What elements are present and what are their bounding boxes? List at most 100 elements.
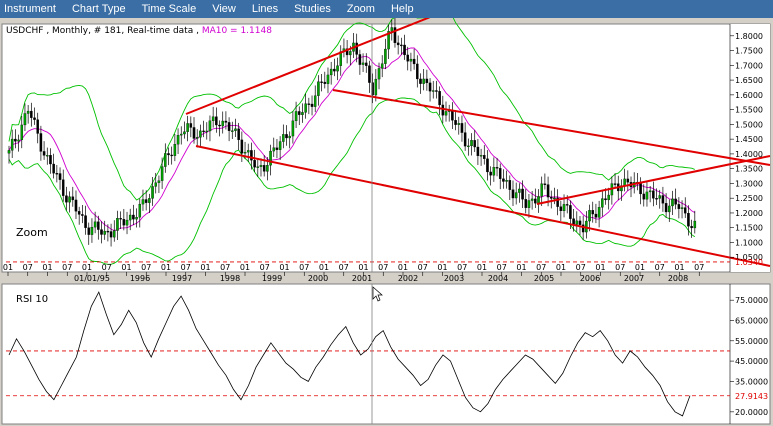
candle-body bbox=[495, 167, 499, 169]
candle-body bbox=[428, 82, 432, 92]
x-year-label: 2005 bbox=[534, 274, 554, 283]
candle-body bbox=[668, 205, 671, 213]
x-tick-label: 07 bbox=[220, 263, 230, 272]
candle-body bbox=[221, 120, 224, 127]
zoom-label[interactable]: Zoom bbox=[16, 226, 48, 239]
candle-body bbox=[291, 120, 295, 137]
candle-body bbox=[543, 183, 547, 185]
candle-body bbox=[42, 151, 46, 156]
candle-body bbox=[412, 58, 416, 65]
candle-body bbox=[441, 104, 445, 116]
menu-lines[interactable]: Lines bbox=[251, 3, 279, 15]
price-panel[interactable] bbox=[1, 23, 771, 273]
candle-body bbox=[55, 173, 59, 175]
menu-zoom[interactable]: Zoom bbox=[346, 3, 375, 15]
candle-body bbox=[652, 190, 655, 199]
x-year-label: 2003 bbox=[444, 274, 464, 283]
candle-body bbox=[594, 213, 598, 218]
candle-body bbox=[122, 219, 126, 226]
candle-body bbox=[639, 181, 642, 195]
candle-body bbox=[569, 205, 572, 219]
x-tick-label: 01 bbox=[635, 263, 645, 272]
price-y-tick-label: 1.1500 bbox=[735, 224, 763, 233]
candle-body bbox=[626, 178, 630, 183]
price-y-tick-label: 1.7500 bbox=[735, 47, 763, 56]
candle-body bbox=[396, 42, 400, 46]
candle-body bbox=[183, 131, 186, 135]
chart-canvas[interactable]: 1.8000 1.7500 1.7000 1.6500 1.6000 1.5500 1.50… bbox=[0, 18, 773, 426]
candle-body bbox=[648, 190, 652, 193]
trend-line bbox=[185, 18, 431, 115]
x-year-label: 2006 bbox=[580, 274, 600, 283]
candle-body bbox=[148, 198, 151, 203]
x-tick-label: 07 bbox=[418, 263, 428, 272]
candle-body bbox=[288, 135, 291, 139]
candle-body bbox=[546, 184, 550, 198]
x-tick-label: 07 bbox=[497, 263, 507, 272]
rsi-y-tick-label: 65.0000 bbox=[735, 316, 768, 325]
candle-body bbox=[49, 155, 52, 165]
price-y-tick-label: 1.0500 bbox=[735, 253, 763, 262]
candle-body bbox=[65, 195, 68, 203]
candle-body bbox=[128, 214, 132, 221]
x-tick-label: 01 bbox=[121, 263, 131, 272]
candle-body bbox=[575, 220, 579, 225]
candle-body bbox=[336, 65, 339, 72]
x-tick-label: 01 bbox=[595, 263, 605, 272]
candle-body bbox=[119, 218, 122, 220]
candle-body bbox=[403, 44, 406, 56]
x-year-label: 1997 bbox=[172, 274, 192, 283]
rsi-panel[interactable] bbox=[1, 283, 771, 425]
candle-body bbox=[106, 230, 110, 233]
candle-body bbox=[20, 124, 24, 141]
candle-body bbox=[317, 81, 320, 96]
candle-body bbox=[87, 227, 91, 235]
x-tick-label: 01 bbox=[240, 263, 250, 272]
candle-body bbox=[253, 160, 256, 168]
candle-body bbox=[431, 90, 435, 92]
candle-body bbox=[132, 214, 135, 220]
candle-body bbox=[278, 141, 282, 150]
candle-body bbox=[272, 147, 276, 152]
candle-body bbox=[262, 165, 266, 172]
x-tick-label: 07 bbox=[299, 263, 309, 272]
menu-instrument[interactable]: Instrument bbox=[4, 3, 56, 15]
candle-body bbox=[380, 63, 384, 69]
candle-body bbox=[151, 186, 154, 199]
candle-body bbox=[559, 206, 563, 212]
candle-body bbox=[231, 130, 234, 132]
candle-body bbox=[199, 130, 202, 138]
candle-body bbox=[58, 173, 62, 180]
rsi-last-value-label: 27.9143 bbox=[735, 392, 768, 401]
x-tick-label: 07 bbox=[141, 263, 151, 272]
candle-body bbox=[74, 199, 78, 212]
x-year-label: 2002 bbox=[398, 274, 418, 283]
trend-line bbox=[332, 89, 771, 166]
candle-body bbox=[591, 210, 595, 215]
x-tick-label: 07 bbox=[378, 263, 388, 272]
x-tick-label: 01 bbox=[437, 263, 447, 272]
candle-body bbox=[90, 226, 94, 235]
x-year-label: 01/01/95 bbox=[74, 274, 110, 283]
candle-body bbox=[125, 219, 129, 226]
x-year-label: 2007 bbox=[624, 274, 644, 283]
candle-body bbox=[81, 214, 84, 216]
candle-body bbox=[467, 145, 470, 148]
candle-body bbox=[208, 120, 212, 132]
menu-studies[interactable]: Studies bbox=[294, 3, 331, 15]
bollinger-upper-band bbox=[8, 18, 695, 201]
candle-body bbox=[645, 191, 649, 200]
menu-view[interactable]: View bbox=[212, 3, 236, 15]
x-tick-label: 01 bbox=[398, 263, 408, 272]
menu-help[interactable]: Help bbox=[390, 3, 414, 15]
candle-body bbox=[179, 133, 183, 136]
price-y-tick-label: 1.5500 bbox=[735, 106, 763, 115]
menu-chart-type[interactable]: Chart Type bbox=[71, 3, 126, 15]
candle-body bbox=[52, 163, 55, 174]
candle-body bbox=[93, 221, 97, 228]
menu-time-scale[interactable]: Time Scale bbox=[141, 3, 197, 15]
candle-body bbox=[345, 48, 349, 56]
x-tick-label: 07 bbox=[576, 263, 586, 272]
candle-body bbox=[409, 58, 413, 62]
